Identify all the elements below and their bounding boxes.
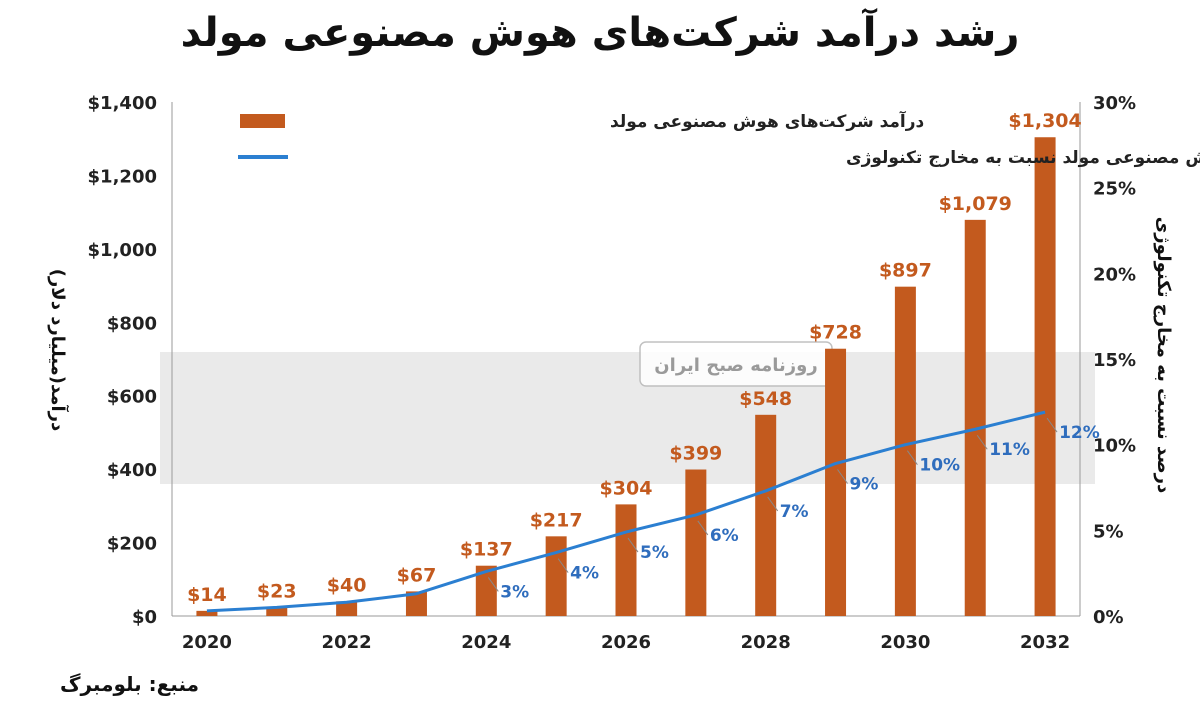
y-left-ticks: $0 $200 $400 $600 $800 $1,000 $1,200 $1,400 [88, 93, 157, 628]
watermark-text: روزنامه صبح ایران [654, 355, 817, 376]
bar-value-label: $1,304 [1008, 110, 1081, 132]
bar-value-label: $897 [879, 260, 932, 282]
y-left-tick-label: $400 [107, 460, 157, 481]
y-right-tick-label: 20% [1093, 264, 1136, 285]
x-tick-label: 2024 [461, 632, 511, 653]
bar [755, 414, 777, 616]
x-ticks: 2020 2022 2024 2026 2028 2030 2032 [182, 632, 1070, 653]
bar-value-label: $399 [669, 443, 722, 465]
line-value-label: 6% [710, 526, 739, 546]
line-series [206, 410, 1046, 613]
y-left-tick-label: $1,400 [88, 93, 157, 114]
y-left-tick-label: $1,000 [88, 240, 157, 261]
bar [196, 610, 218, 616]
line-label-leader [487, 577, 499, 592]
y-right-tick-label: 15% [1093, 350, 1136, 371]
bar [336, 601, 358, 616]
y-right-tick-label: 5% [1093, 521, 1124, 542]
bar-value-label: $137 [460, 539, 513, 561]
bar [615, 504, 637, 616]
line-label-leader [906, 450, 918, 465]
line-value-label: 4% [570, 564, 599, 584]
line-label-leader [1046, 417, 1058, 433]
y-left-tick-label: $600 [107, 387, 157, 408]
bar [685, 469, 707, 616]
bar-value-label: $304 [600, 477, 653, 499]
bar-value-label: $14 [187, 584, 227, 606]
bar-value-label: $728 [809, 322, 862, 344]
line-label-leader [557, 558, 569, 573]
y-right-tick-label: 10% [1093, 436, 1136, 457]
x-tick-label: 2030 [880, 632, 930, 653]
chart-title: رشد درآمد شرکت‌های هوش مصنوعی مولد [180, 10, 1020, 56]
bar [266, 607, 288, 616]
bar [894, 286, 916, 616]
bar-value-label: $40 [327, 574, 367, 596]
line-label-leader [627, 537, 639, 553]
x-tick-label: 2026 [601, 632, 651, 653]
y-left-axis-title: درآمد(میلیارد دلار) [47, 269, 70, 432]
line-path [206, 410, 1046, 613]
line-value-label: 12% [1059, 423, 1100, 443]
bar-value-label: $23 [257, 581, 297, 603]
line-label-leader [697, 520, 709, 536]
bar-value-label: $67 [397, 564, 437, 586]
x-tick-label: 2020 [182, 632, 232, 653]
bar-value-label: $1,079 [939, 193, 1012, 215]
line-value-label: 7% [780, 502, 809, 522]
y-left-tick-label: $800 [107, 313, 157, 334]
line-labels: 3% 4% 5% 6% 7% 9% 10% 11% 12% [487, 417, 1100, 602]
line-value-label: 10% [919, 456, 960, 476]
y-right-tick-label: 30% [1093, 93, 1136, 114]
y-right-ticks: 0% 5% 10% 15% 20% 25% 30% [1093, 93, 1136, 628]
y-left-tick-label: $1,200 [88, 166, 157, 187]
y-right-axis-title: درصد نسبت به مخارج تکنولوژی [1153, 217, 1174, 494]
x-tick-label: 2028 [741, 632, 791, 653]
y-right-tick-label: 25% [1093, 179, 1136, 200]
bar-labels: $14 $23 $40 $67 $137 $217 $304 $399 $548 $728 $897… [187, 110, 1082, 606]
legend: درآمد شرکت‌های هوش مصنوعی مولد مخارج شرک… [238, 110, 1200, 168]
line-label-leader [767, 496, 779, 512]
line-value-label: 5% [640, 543, 669, 563]
bar [964, 219, 986, 617]
line-label-leader [837, 469, 848, 484]
watermark-badge: روزنامه صبح ایران [639, 341, 833, 387]
line-value-label: 11% [989, 440, 1030, 460]
line-value-label: 3% [500, 582, 529, 602]
x-tick-label: 2022 [322, 632, 372, 653]
line-value-label: 9% [850, 475, 879, 495]
bar-value-label: $548 [739, 388, 792, 410]
source-note: منبع: بلومبرگ [60, 672, 200, 696]
watermark-band [160, 352, 1095, 484]
y-right-tick-label: 0% [1093, 607, 1124, 628]
bar-value-label: $217 [530, 509, 583, 531]
x-tick-label: 2032 [1020, 632, 1070, 653]
bar [545, 536, 567, 616]
line-label-leader [976, 434, 988, 450]
bar [475, 565, 497, 616]
y-left-tick-label: $200 [107, 534, 157, 555]
legend-bar-swatch [240, 114, 285, 128]
bar [405, 591, 427, 616]
legend-bar-label: درآمد شرکت‌های هوش مصنوعی مولد [610, 110, 925, 132]
y-left-tick-label: $0 [132, 607, 157, 628]
legend-line-label: مخارج شرکت‌های هوش مصنوعی مولد نسبت به م… [846, 148, 1200, 168]
bar [1034, 137, 1056, 616]
bar [825, 348, 847, 616]
